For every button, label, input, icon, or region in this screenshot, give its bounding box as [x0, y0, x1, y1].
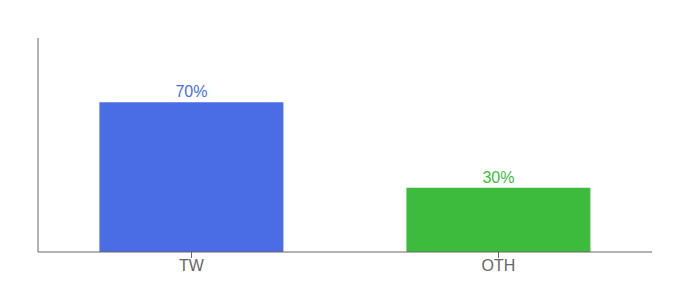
svg-text:TW: TW	[179, 257, 205, 274]
svg-text:70%: 70%	[175, 83, 207, 100]
svg-text:OTH: OTH	[482, 257, 516, 274]
svg-text:30%: 30%	[482, 169, 514, 186]
